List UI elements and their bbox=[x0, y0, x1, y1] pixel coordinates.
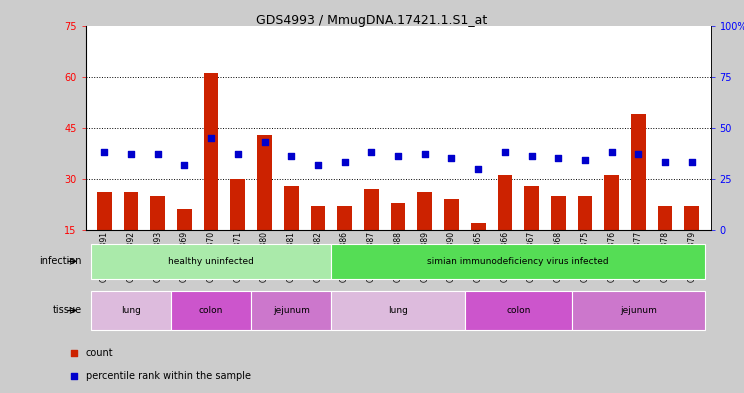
Bar bbox=[391, 203, 405, 281]
Point bbox=[525, 153, 537, 160]
Point bbox=[472, 165, 484, 172]
Text: GDS4993 / MmugDNA.17421.1.S1_at: GDS4993 / MmugDNA.17421.1.S1_at bbox=[257, 14, 487, 27]
Bar bbox=[150, 196, 165, 281]
Text: count: count bbox=[86, 348, 113, 358]
Point bbox=[339, 159, 350, 165]
Text: colon: colon bbox=[506, 306, 530, 315]
Point bbox=[552, 155, 564, 162]
Bar bbox=[231, 179, 245, 281]
Point bbox=[259, 139, 271, 145]
Point bbox=[686, 159, 698, 165]
Point bbox=[579, 157, 591, 163]
Bar bbox=[684, 206, 699, 281]
Bar bbox=[471, 223, 486, 281]
Bar bbox=[577, 196, 592, 281]
Point bbox=[98, 149, 110, 155]
Text: lung: lung bbox=[121, 306, 141, 315]
Text: healthy uninfected: healthy uninfected bbox=[168, 257, 254, 266]
Bar bbox=[337, 206, 352, 281]
Point bbox=[632, 151, 644, 158]
Bar bbox=[658, 206, 673, 281]
Point bbox=[392, 153, 404, 160]
Point bbox=[312, 162, 324, 168]
Bar bbox=[97, 193, 112, 281]
Text: percentile rank within the sample: percentile rank within the sample bbox=[86, 371, 251, 382]
Bar bbox=[465, 291, 571, 330]
Point bbox=[499, 149, 511, 155]
Point bbox=[263, 66, 275, 72]
Point bbox=[659, 159, 671, 165]
Bar bbox=[331, 244, 705, 279]
Point bbox=[179, 162, 190, 168]
Bar bbox=[444, 199, 459, 281]
Bar bbox=[525, 185, 539, 281]
Point bbox=[205, 135, 217, 141]
Bar bbox=[498, 175, 512, 281]
Bar bbox=[364, 189, 379, 281]
Point bbox=[232, 151, 244, 158]
Point bbox=[285, 153, 297, 160]
Text: tissue: tissue bbox=[53, 305, 82, 316]
Point bbox=[125, 151, 137, 158]
Point bbox=[152, 151, 164, 158]
Point bbox=[263, 282, 275, 288]
Point bbox=[365, 149, 377, 155]
Bar bbox=[124, 193, 138, 281]
Text: jejunum: jejunum bbox=[620, 306, 657, 315]
Point bbox=[446, 155, 458, 162]
Bar bbox=[571, 291, 705, 330]
Point bbox=[419, 151, 431, 158]
Bar bbox=[91, 244, 331, 279]
Text: lung: lung bbox=[388, 306, 408, 315]
Bar bbox=[251, 291, 331, 330]
Bar bbox=[284, 185, 298, 281]
Bar bbox=[91, 291, 171, 330]
Bar bbox=[177, 209, 192, 281]
Text: jejunum: jejunum bbox=[273, 306, 310, 315]
Bar bbox=[204, 73, 219, 281]
Point bbox=[606, 149, 618, 155]
Bar bbox=[604, 175, 619, 281]
Bar bbox=[310, 206, 325, 281]
Text: simian immunodeficiency virus infected: simian immunodeficiency virus infected bbox=[427, 257, 609, 266]
Text: colon: colon bbox=[199, 306, 223, 315]
Bar bbox=[551, 196, 565, 281]
Bar bbox=[417, 193, 432, 281]
Bar bbox=[331, 291, 465, 330]
Bar bbox=[631, 114, 646, 281]
Bar bbox=[257, 134, 272, 281]
Bar bbox=[171, 291, 251, 330]
Text: infection: infection bbox=[39, 256, 82, 266]
